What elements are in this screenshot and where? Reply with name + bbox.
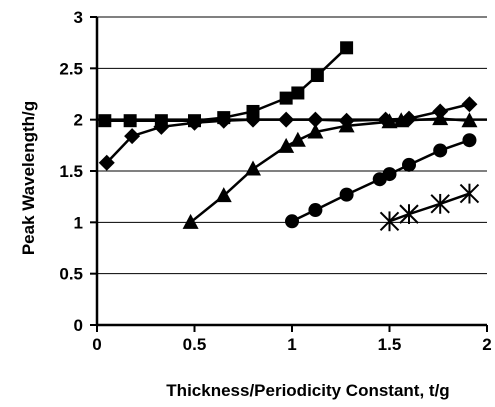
axes	[90, 16, 488, 332]
point-asterisk-2	[430, 193, 450, 214]
point-circle-4	[382, 167, 397, 182]
y-tick-label-4: 2	[74, 111, 83, 130]
point-diamond-5	[245, 111, 261, 128]
series-line-asterisk	[389, 192, 470, 223]
point-square-7	[291, 86, 305, 100]
point-diamond-12	[461, 96, 478, 113]
point-square-0	[98, 114, 112, 128]
x-tick-label-1: 0.5	[183, 335, 207, 354]
point-triangle-0	[182, 213, 199, 229]
y-tick-label-0: 0	[74, 316, 83, 335]
x-tick-label-4: 2	[482, 335, 491, 354]
point-circle-5	[402, 157, 416, 172]
x-tick-label-3: 1.5	[378, 335, 402, 354]
point-circle-6	[433, 143, 448, 158]
point-diamond-1	[124, 128, 141, 145]
x-axis-title: Thickness/Periodicity Constant, t/g	[166, 381, 449, 400]
point-square-1	[123, 114, 137, 128]
y-tick-labels: 0 0.5 1 1.5 2 2.5 3	[59, 8, 83, 335]
y-tick-label-1: 0.5	[59, 265, 83, 284]
point-diamond-2	[153, 118, 170, 135]
point-circle-2	[339, 187, 354, 202]
x-tick-labels: 0 0.5 1 1.5 2	[92, 335, 491, 354]
point-triangle-1	[215, 187, 232, 203]
y-tick-label-6: 3	[74, 8, 83, 27]
x-tick-label-0: 0	[92, 335, 101, 354]
point-diamond-6	[278, 111, 295, 128]
point-triangle-8	[393, 112, 410, 128]
point-diamond-4	[215, 112, 232, 129]
point-triangle-10	[461, 112, 478, 128]
point-triangle-2	[245, 160, 261, 176]
point-circle-7	[462, 133, 477, 148]
point-triangle-3	[278, 137, 295, 153]
point-circle-0	[285, 214, 299, 229]
point-asterisk-1	[399, 204, 419, 225]
point-square-8	[310, 69, 324, 83]
point-square-6	[279, 91, 293, 105]
point-triangle-7	[381, 113, 398, 129]
y-tick-label-5: 2.5	[59, 59, 83, 78]
point-triangle-4	[289, 131, 306, 147]
point-asterisk-3	[459, 183, 480, 204]
y-tick-label-3: 1.5	[59, 162, 83, 181]
x-tick-label-2: 1	[287, 335, 296, 354]
series-layer	[98, 41, 480, 232]
point-triangle-9	[432, 110, 449, 126]
point-triangle-5	[307, 123, 324, 139]
point-diamond-7	[307, 111, 324, 128]
point-diamond-3	[186, 114, 203, 131]
point-diamond-0	[98, 154, 115, 171]
y-axis-title: Peak Wavelength/g	[19, 101, 38, 255]
point-asterisk-0	[379, 211, 400, 232]
point-circle-1	[308, 203, 323, 218]
point-square-9	[340, 41, 354, 55]
series-asterisk	[379, 183, 480, 232]
point-square-5	[246, 104, 260, 118]
series-line-square	[104, 46, 348, 122]
y-tick-label-2: 1	[74, 213, 83, 232]
series-circle	[285, 133, 477, 229]
point-triangle-6	[338, 117, 355, 133]
series-triangle	[182, 110, 478, 229]
